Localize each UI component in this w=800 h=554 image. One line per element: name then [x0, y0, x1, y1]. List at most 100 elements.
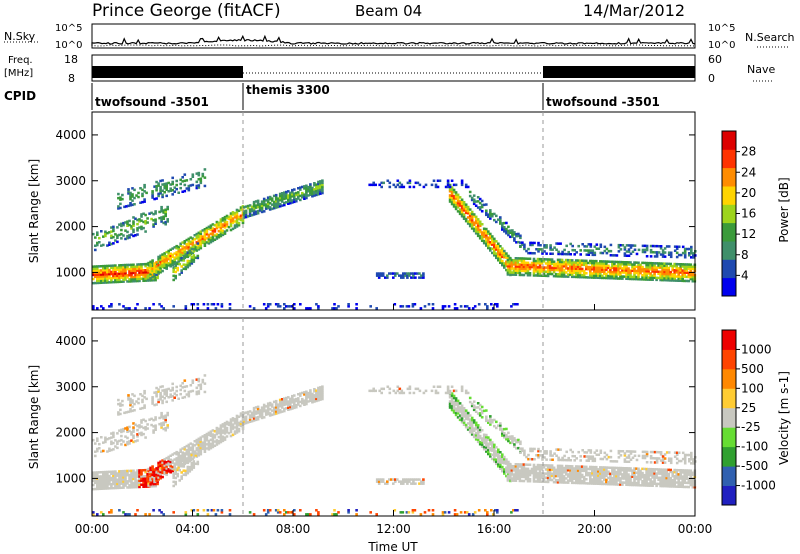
power-cell — [554, 272, 558, 276]
power-cell — [188, 249, 192, 253]
velocity-cell — [681, 477, 684, 480]
power-cell — [422, 274, 425, 277]
velocity-cell — [201, 447, 205, 451]
velocity-cell — [235, 422, 239, 426]
velocity-cell — [246, 412, 250, 416]
velocity-cell — [549, 452, 552, 455]
velocity-cell — [615, 483, 618, 486]
power-cell — [505, 262, 508, 266]
power-cell — [623, 261, 626, 264]
velocity-cell — [635, 477, 638, 481]
power-cell — [476, 220, 480, 223]
velocity-cell — [102, 470, 105, 474]
velocity-cell — [165, 471, 168, 474]
power-cell — [112, 266, 115, 269]
velocity-cell — [283, 403, 286, 407]
velocity-cell — [106, 472, 109, 476]
velocity-cell — [522, 475, 526, 479]
velocity-cell — [153, 391, 156, 394]
velocity-cell — [643, 467, 646, 471]
power-cell — [219, 234, 223, 238]
velocity-cell — [501, 461, 504, 465]
velocity-cell — [205, 447, 209, 450]
velocity-cell — [159, 394, 162, 397]
power-cell — [501, 224, 504, 227]
power-cell — [386, 274, 389, 277]
velocity-cell — [112, 476, 115, 480]
power-cell — [582, 261, 586, 265]
velocity-cell — [138, 469, 141, 472]
velocity-cell — [266, 412, 270, 416]
power-cell — [605, 260, 608, 263]
power-cell — [165, 194, 168, 198]
power-cell — [631, 277, 634, 281]
power-cell — [260, 206, 264, 210]
velocity-cell — [687, 481, 691, 485]
velocity-cell — [501, 453, 504, 456]
power-cell — [274, 204, 278, 207]
power-cell — [151, 267, 154, 271]
velocity-cell — [546, 472, 550, 475]
velocity-cell — [315, 391, 318, 394]
power-cell — [629, 273, 632, 277]
power-cell — [509, 235, 512, 239]
power-cell — [104, 230, 107, 233]
velocity-cell — [613, 481, 616, 484]
velocity-cell — [683, 477, 686, 480]
power-colorbar-tick-label: 8 — [741, 248, 749, 262]
velocity-cell — [597, 478, 600, 481]
velocity-cell — [209, 430, 213, 433]
power-cell — [431, 307, 435, 310]
power-cell — [136, 279, 139, 283]
velocity-cell — [309, 389, 312, 392]
velocity-cell — [593, 451, 597, 454]
velocity-cell — [627, 469, 630, 472]
power-cell — [160, 220, 163, 223]
velocity-cell — [118, 472, 121, 475]
velocity-cell — [595, 453, 599, 456]
power-cell — [416, 272, 419, 275]
power-cell — [94, 236, 97, 239]
velocity-cell — [454, 413, 458, 417]
velocity-cell — [456, 401, 460, 405]
velocity-cell — [248, 416, 252, 419]
power-cell — [497, 252, 500, 256]
power-cell — [450, 194, 454, 197]
power-cell — [205, 237, 209, 240]
velocity-cell — [260, 410, 264, 413]
power-cell — [214, 307, 218, 310]
velocity-cell — [203, 444, 207, 447]
velocity-cell — [196, 462, 200, 466]
velocity-cell — [102, 441, 105, 444]
power-cell — [454, 183, 458, 187]
velocity-cell — [510, 477, 514, 480]
velocity-cell — [164, 416, 167, 420]
power-cell — [188, 264, 192, 267]
velocity-cell — [572, 475, 576, 478]
velocity-cell — [562, 466, 566, 470]
velocity-cell — [458, 418, 462, 422]
velocity-cell — [525, 455, 528, 459]
power-cell — [110, 276, 113, 280]
velocity-cell — [119, 412, 122, 416]
velocity-cell — [179, 450, 182, 453]
power-cell — [212, 303, 216, 306]
power-cell — [454, 203, 458, 207]
velocity-cell — [591, 469, 594, 473]
power-cell — [311, 190, 314, 194]
power-cell — [195, 186, 199, 190]
velocity-cell — [576, 467, 580, 470]
power-cell — [580, 261, 584, 264]
power-cell — [605, 262, 608, 265]
power-cell — [149, 270, 152, 274]
velocity-cell — [691, 473, 695, 477]
velocity-cell — [307, 400, 310, 403]
power-cell — [583, 245, 586, 248]
power-cell — [418, 183, 422, 187]
power-cell — [605, 266, 608, 269]
velocity-cell — [529, 457, 532, 461]
velocity-cell — [474, 434, 478, 437]
power-cell — [140, 263, 143, 266]
velocity-cell — [627, 467, 630, 470]
